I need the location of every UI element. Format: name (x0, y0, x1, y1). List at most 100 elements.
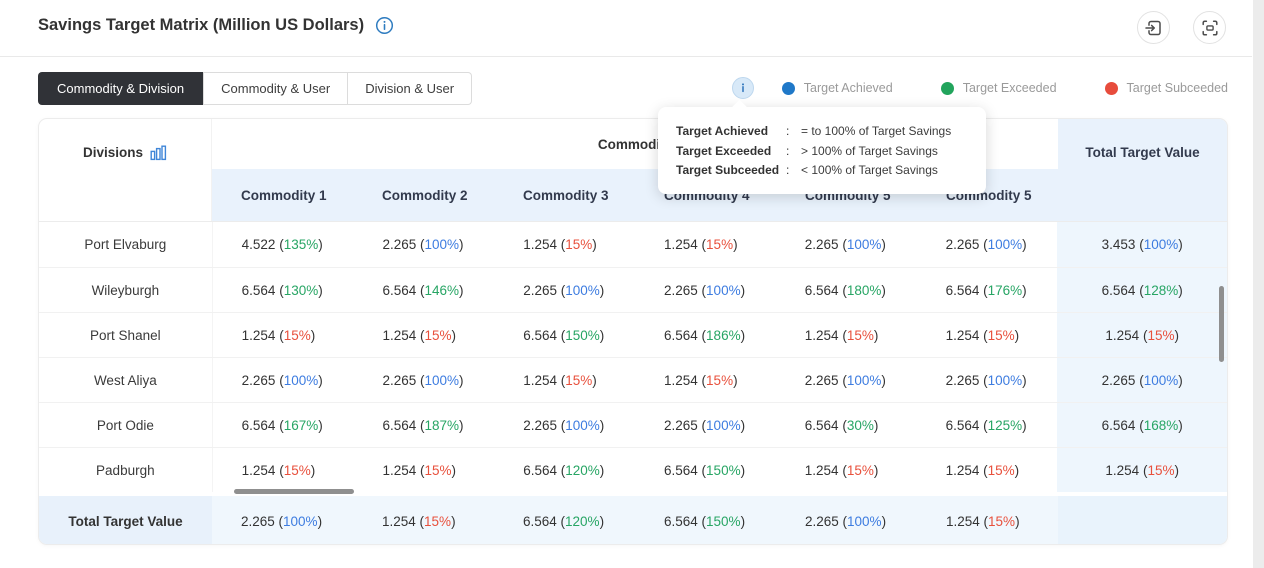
scrollbar-gutter (39, 492, 1227, 496)
value-cell: 2.265 (100%) (494, 403, 635, 447)
value-cell: 2.265 (100%) (635, 403, 776, 447)
tooltip-row: Target Achieved : = to 100% of Target Sa… (676, 122, 972, 142)
export-button[interactable] (1137, 11, 1170, 44)
cell-value: 1.254 (241, 462, 276, 478)
division-name-cell: Port Odie (39, 403, 213, 447)
commodity-group-header: Commodity (597, 136, 673, 152)
division-name-cell: Wileyburgh (39, 268, 213, 312)
cell-percent: 100% (424, 237, 460, 252)
status-legend: Target Achieved Target Exceeded Target S… (781, 77, 1228, 99)
cell-paren: ) (733, 372, 738, 388)
cell-paren: ( (275, 372, 284, 388)
cell-paren: ( (838, 372, 847, 388)
tab-commodity-division[interactable]: Commodity & Division (38, 72, 204, 105)
cell-paren: ( (416, 327, 425, 343)
cell-paren: ) (881, 237, 886, 252)
total-row-value-cell: 1.254 (15%) (917, 496, 1058, 544)
cell-value: 6.564 (382, 417, 417, 433)
cell-paren: ) (740, 462, 746, 478)
cell-paren: ( (1135, 372, 1144, 388)
cell-paren: ) (599, 417, 605, 433)
table-row: Port Elvaburg 4.522 (135%) 2.265 (100%) 1.2… (39, 222, 1227, 267)
cell-value: 6.564 (241, 417, 276, 433)
cell-paren: ) (873, 462, 879, 478)
cell-paren: ) (451, 327, 457, 343)
cell-percent: 15% (283, 327, 311, 343)
cell-percent: 100% (1143, 237, 1179, 252)
value-cell: 6.564 (180%) (776, 268, 917, 312)
cell-value: 6.564 (523, 327, 558, 343)
cell-value: 2.265 (664, 282, 698, 298)
legend-tooltip: Target Achieved : = to 100% of Target Sa… (658, 99, 986, 194)
title-info-icon[interactable] (375, 16, 394, 35)
cell-value: 1.254 (1105, 462, 1140, 478)
page-title: Savings Target Matrix (Million US Dollar… (38, 16, 365, 34)
legend-label: Target Achieved (803, 81, 893, 95)
value-cell: 2.265 (100%) (917, 222, 1058, 267)
legend-info-icon[interactable] (732, 77, 754, 99)
horizontal-scrollbar-thumb[interactable] (234, 489, 354, 494)
value-cell: 1.254 (15%) (776, 313, 917, 357)
column-header: Commodity 3 (522, 187, 609, 203)
cell-value: 1.254 (945, 327, 980, 343)
cell-value: 1.254 (664, 372, 698, 388)
cell-percent: 15% (706, 372, 734, 388)
cell-paren: ) (310, 462, 316, 478)
row-total-cell: 2.265 (100%) (1057, 358, 1227, 402)
total-row-value-cell: 2.265 (100%) (776, 496, 917, 544)
tab-division-user[interactable]: Division & User (348, 72, 473, 105)
fullscreen-button[interactable] (1193, 11, 1226, 44)
value-cell: 6.564 (125%) (917, 403, 1058, 447)
value-cell: 1.254 (15%) (353, 448, 494, 492)
total-row-label: Total Target Value (39, 496, 212, 544)
value-cell: 2.265 (100%) (776, 222, 917, 267)
cell-percent: 135% (283, 237, 319, 252)
cell-value: 6.564 (945, 282, 980, 298)
vertical-scrollbar-thumb[interactable] (1219, 286, 1224, 362)
cell-paren: ( (275, 282, 284, 298)
cell-paren: ( (557, 417, 566, 433)
tab-commodity-user[interactable]: Commodity & User (203, 72, 349, 105)
column-header: Commodity 2 (381, 187, 468, 203)
tooltip-label: Target Achieved (676, 124, 769, 138)
cell-paren: ) (318, 237, 323, 252)
cell-percent: 128% (1143, 282, 1179, 298)
total-row-value-cell: 2.265 (100%) (212, 496, 353, 544)
cell-paren: ( (979, 513, 989, 529)
division-name-cell: West Aliya (39, 358, 213, 402)
cell-value: 1.254 (382, 327, 417, 343)
cell-value: 6.564 (241, 282, 276, 298)
cell-value: 6.564 (664, 462, 698, 478)
cell-paren: ) (1178, 417, 1183, 433)
value-cell: 2.265 (100%) (213, 358, 354, 402)
cell-paren: ( (416, 282, 425, 298)
row-total-cell: 6.564 (168%) (1057, 403, 1227, 447)
cell-paren: ( (697, 462, 707, 478)
cell-percent: 15% (424, 513, 452, 529)
cell-paren: ) (317, 513, 323, 529)
total-row-value-cell: 6.564 (150%) (635, 496, 776, 544)
cell-value: 1.254 (241, 327, 276, 343)
value-cell: 2.265 (100%) (917, 358, 1058, 402)
bar-chart-icon[interactable] (150, 145, 167, 161)
table-header: Divisions Commodity Commodity 1 Commodity… (39, 119, 1227, 222)
value-cell: 2.265 (100%) (353, 222, 494, 267)
value-cell: 1.254 (15%) (635, 222, 776, 267)
cell-percent: 146% (424, 282, 460, 298)
cell-value: 1.254 (523, 372, 558, 388)
cell-paren: ( (697, 237, 707, 252)
cell-percent: 15% (424, 327, 452, 343)
table-row: Wileyburgh 6.564 (130%) 6.564 (146%) 2.265 … (39, 267, 1227, 312)
cell-percent: 15% (1147, 462, 1175, 478)
page-scrollbar-track[interactable] (1253, 0, 1264, 568)
cell-paren: ) (592, 372, 597, 388)
cell-value: 2.265 (804, 513, 839, 529)
cell-paren: ( (416, 372, 425, 388)
cell-paren: ) (1174, 462, 1179, 478)
header-actions (1137, 11, 1226, 44)
table-row: Port Shanel 1.254 (15%) 1.254 (15%) 6.564 (… (39, 312, 1227, 357)
cell-paren: ( (697, 372, 707, 388)
cell-paren: ( (557, 372, 566, 388)
value-cell: 6.564 (186%) (635, 313, 776, 357)
cell-percent: 15% (846, 327, 874, 343)
